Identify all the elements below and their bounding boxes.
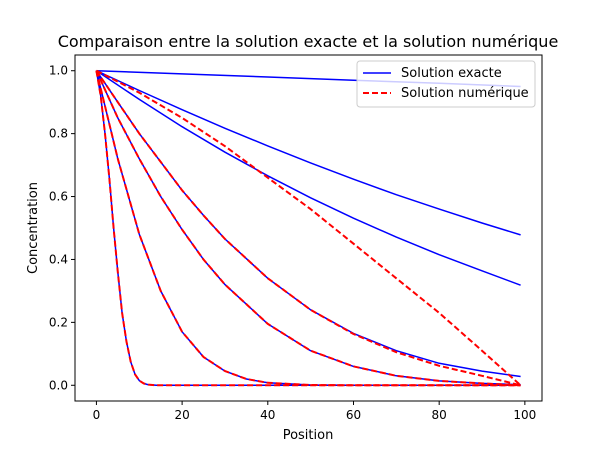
legend: Solution exacte Solution numérique [356,60,536,108]
legend-label-numerique: Solution numérique [401,86,529,101]
legend-label-exacte: Solution exacte [401,66,502,81]
y-tick-label: 0.2 [49,315,68,329]
series-line-numerique-7 [95,69,522,387]
series-layer [95,69,522,387]
chart-title: Comparaison entre la solution exacte et … [58,32,559,51]
x-axis-label: Position [283,428,334,443]
x-tick-label: 100 [513,408,536,422]
x-tick-label: 60 [346,408,361,422]
series-line-numerique-8 [95,70,521,387]
x-tick-label: 0 [93,408,101,422]
x-axis: 0 20 40 60 80 100 [93,401,536,422]
series-line-numerique-11 [95,70,521,387]
y-tick-label: 0.8 [49,127,68,141]
y-tick-label: 0.6 [49,190,68,204]
x-tick-label: 20 [174,408,189,422]
x-tick-label: 40 [260,408,275,422]
y-axis: 0.0 0.2 0.4 0.6 0.8 1.0 [49,64,75,392]
series-line-numerique-10 [95,70,521,387]
series-line-exacte-1 [96,70,521,236]
legend-box [356,60,536,108]
x-tick-label: 80 [432,408,447,422]
plot-frame [74,54,543,402]
y-tick-label: 0.4 [49,252,68,266]
y-tick-label: 0.0 [49,378,68,392]
y-tick-label: 1.0 [49,64,68,78]
series-line-exacte-2 [95,70,521,286]
y-axis-label: Concentration [26,182,41,274]
series-line-numerique-9 [95,70,521,387]
